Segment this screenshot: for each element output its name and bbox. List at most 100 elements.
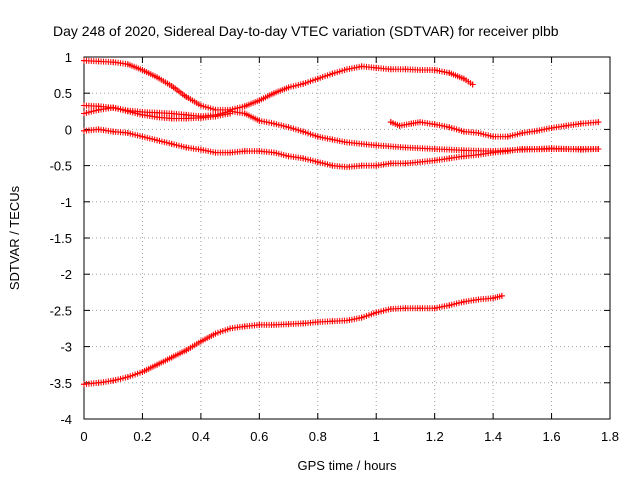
data-point — [285, 124, 292, 131]
data-point — [314, 133, 321, 140]
data-point — [300, 80, 307, 87]
data-point — [212, 113, 219, 120]
data-point — [373, 64, 380, 71]
data-point — [344, 66, 350, 73]
data-point — [446, 302, 453, 309]
series-track-1 — [81, 57, 476, 113]
data-point — [504, 148, 511, 155]
data-point — [183, 115, 190, 122]
data-point — [373, 142, 380, 149]
y-tick-label: 0 — [65, 122, 72, 137]
x-tick-label: 0.6 — [250, 429, 268, 444]
data-point — [387, 305, 394, 312]
data-point — [154, 137, 161, 144]
data-point — [124, 130, 131, 137]
data-point — [81, 127, 87, 134]
data-point — [241, 103, 248, 110]
data-point — [460, 75, 467, 82]
data-point — [373, 162, 380, 169]
chart-title: Day 248 of 2020, Sidereal Day-to-day VTE… — [53, 23, 559, 39]
x-tick-label: 1.4 — [484, 429, 502, 444]
data-point — [358, 314, 365, 321]
x-tick-label: 1.2 — [426, 429, 444, 444]
y-tick-label: -3.5 — [50, 376, 72, 391]
data-point — [270, 90, 277, 97]
data-point — [124, 108, 131, 115]
data-point — [139, 368, 146, 375]
data-point — [446, 124, 453, 131]
data-point — [387, 66, 394, 73]
data-point — [270, 120, 277, 127]
data-point — [329, 162, 336, 169]
data-point — [256, 97, 263, 104]
data-point — [197, 146, 204, 153]
data-point — [227, 149, 234, 156]
data-point — [95, 379, 102, 386]
data-point — [475, 130, 482, 137]
series-track-6 — [81, 292, 505, 388]
y-tick-label: 0.5 — [54, 86, 72, 101]
data-point — [227, 110, 234, 117]
data-point — [373, 309, 380, 316]
data-point — [154, 114, 161, 121]
data-point — [329, 136, 336, 143]
data-point — [212, 330, 219, 337]
data-point — [446, 69, 453, 76]
data-point — [490, 133, 497, 140]
data-point — [475, 296, 482, 303]
series-group — [81, 57, 602, 388]
data-point — [241, 323, 248, 330]
data-point — [387, 160, 394, 167]
data-point — [358, 63, 365, 70]
x-axis: 0 0.2 0.4 0.6 0.8 1 1.2 1.4 1.6 1.8 — [80, 57, 619, 444]
data-point — [460, 128, 467, 135]
data-point — [124, 374, 131, 381]
data-point — [300, 155, 307, 162]
data-point — [168, 110, 175, 117]
x-tick-label: 0.8 — [309, 429, 327, 444]
data-point — [241, 110, 248, 117]
data-point — [460, 298, 467, 305]
data-point — [300, 320, 307, 327]
data-point — [168, 82, 175, 89]
y-tick-label: -1.5 — [50, 231, 72, 246]
data-point — [241, 148, 248, 155]
data-point — [519, 130, 526, 137]
data-point — [314, 318, 321, 325]
data-point — [460, 153, 467, 160]
data-point — [183, 93, 190, 100]
x-tick-label: 0.2 — [133, 429, 151, 444]
y-axis-label: SDTVAR / TECUs — [7, 185, 22, 290]
data-point — [285, 153, 292, 160]
data-point — [431, 121, 438, 128]
series-track-3 — [81, 102, 234, 122]
data-point — [396, 122, 403, 129]
series-track-5 — [387, 119, 602, 140]
data-point — [417, 305, 424, 312]
data-point — [469, 81, 476, 88]
data-point — [387, 119, 394, 126]
x-tick-label: 0.4 — [192, 429, 210, 444]
data-point — [227, 325, 234, 332]
data-point — [329, 70, 336, 77]
data-point — [168, 354, 175, 361]
data-point — [168, 140, 175, 147]
y-tick-label: -2 — [60, 267, 72, 282]
data-point — [460, 147, 467, 154]
data-point — [548, 124, 555, 131]
data-point — [81, 110, 87, 117]
data-point — [533, 145, 540, 152]
data-point — [519, 145, 526, 152]
data-point — [81, 102, 87, 109]
data-point — [285, 84, 292, 91]
data-point — [595, 145, 602, 152]
data-point — [110, 104, 117, 111]
y-tick-label: -4 — [60, 412, 72, 427]
x-tick-label: 1.6 — [543, 429, 561, 444]
data-point — [256, 117, 263, 124]
data-point — [577, 146, 584, 153]
data-point — [402, 305, 409, 312]
data-point — [417, 158, 424, 165]
